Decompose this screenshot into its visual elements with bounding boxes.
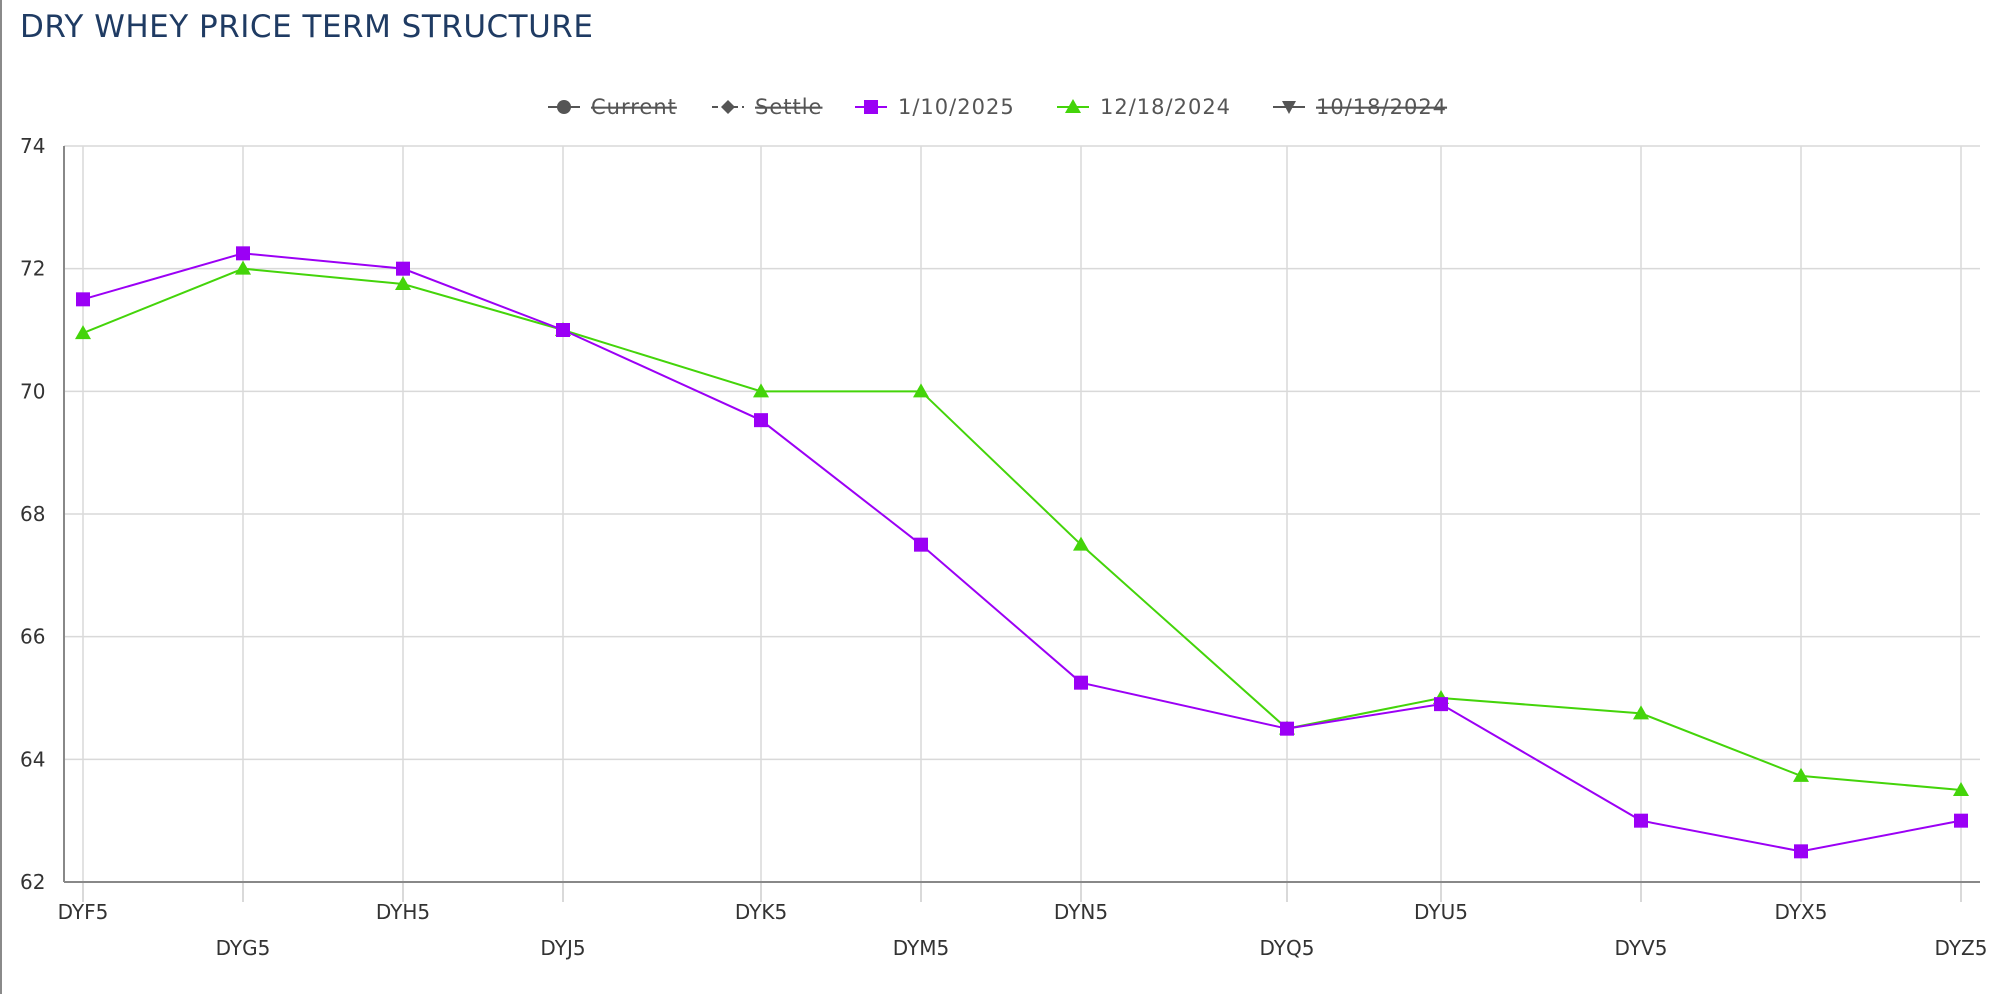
chart-title: DRY WHEY PRICE TERM STRUCTURE	[20, 9, 594, 45]
x-tick-label: DYQ5	[1260, 936, 1315, 960]
series-line	[82, 267, 1962, 791]
data-point	[556, 323, 570, 337]
axes	[63, 146, 1980, 902]
x-tick-label: DYZ5	[1935, 936, 1988, 960]
legend-label: 10/18/2024	[1316, 95, 1447, 119]
legend-label: 1/10/2025	[898, 95, 1015, 119]
legend-label: Settle	[755, 95, 822, 119]
legend-item[interactable]: 12/18/2024	[1057, 95, 1231, 119]
series-layer	[75, 246, 1969, 859]
x-tick-label: DYK5	[735, 900, 787, 924]
legend-item[interactable]: Settle	[712, 95, 822, 119]
legend-marker	[1282, 101, 1296, 114]
data-point	[1634, 813, 1648, 828]
data-point	[1434, 697, 1448, 712]
legend-item[interactable]: 10/18/2024	[1273, 95, 1447, 119]
x-tick-label: DYG5	[216, 936, 271, 960]
x-tick-label: DYN5	[1054, 900, 1108, 924]
x-axis-labels: DYF5 DYG5 DYH5 DYJ5 DYK5 DYM5 DYN5 DYQ5 DYU5 DYV5…	[58, 900, 1988, 960]
y-axis-labels: 62 64 66 68 70 72 74	[20, 134, 45, 894]
data-point	[1953, 782, 1969, 796]
series-line	[82, 252, 1962, 853]
data-point	[75, 325, 91, 340]
data-point	[1794, 844, 1808, 859]
legend-item[interactable]: Current	[548, 95, 677, 119]
data-point	[913, 383, 929, 398]
data-point	[1074, 675, 1088, 690]
data-point	[1793, 767, 1809, 782]
data-point	[1633, 705, 1649, 720]
y-tick-label: 62	[20, 870, 45, 894]
legend-marker	[721, 100, 735, 114]
y-tick-label: 74	[20, 134, 45, 158]
data-point	[914, 537, 928, 552]
legend-label: Current	[591, 95, 677, 119]
legend-item[interactable]: 1/10/2025	[855, 95, 1015, 119]
x-tick-label: DYM5	[893, 936, 950, 960]
chart-legend: Current Settle 1/10/2025 12/18/2024 10/18/20…	[548, 95, 1447, 119]
data-point	[235, 260, 251, 275]
x-tick-label: DYU5	[1414, 900, 1468, 924]
data-point	[753, 383, 769, 398]
y-tick-label: 66	[20, 625, 45, 649]
data-point	[1954, 813, 1968, 828]
series-12-18-2024	[75, 260, 1969, 796]
y-tick-label: 70	[20, 379, 45, 403]
gridlines	[64, 145, 1980, 882]
legend-marker	[1065, 99, 1081, 113]
y-tick-label: 72	[20, 257, 45, 281]
data-point	[395, 276, 411, 290]
data-point	[396, 261, 410, 276]
y-tick-label: 64	[20, 747, 45, 771]
frame-left-border	[0, 0, 2, 994]
legend-label: 12/18/2024	[1100, 95, 1231, 119]
data-point	[1280, 721, 1294, 736]
x-tick-label: DYJ5	[540, 936, 585, 960]
data-point	[236, 246, 250, 261]
data-point	[76, 292, 90, 307]
x-tick-label: DYF5	[58, 900, 109, 924]
series-1-10-2025	[76, 246, 1968, 859]
x-tick-label: DYX5	[1775, 900, 1828, 924]
data-point	[1073, 536, 1089, 551]
x-tick-label: DYH5	[376, 900, 430, 924]
y-tick-label: 68	[20, 502, 45, 526]
legend-marker	[557, 100, 571, 114]
data-point	[754, 413, 768, 428]
legend-marker	[864, 100, 878, 114]
x-tick-label: DYV5	[1615, 936, 1668, 960]
